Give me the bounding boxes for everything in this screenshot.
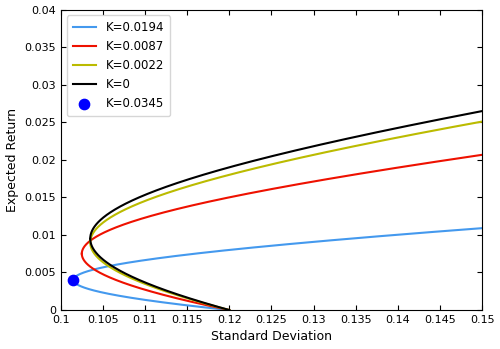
K=0.0022 [226,308,232,312]
K=0.0022 [162,289,168,293]
K=0.0194 [156,300,162,304]
K=0.0194 [96,290,102,294]
K=0.0194 [155,299,161,304]
K=0.0087 [160,292,166,297]
Line: K=0.0087: K=0.0087 [82,254,230,310]
Y-axis label: Expected Return: Expected Return [6,108,18,212]
Line: K=0.0194: K=0.0194 [74,280,230,310]
K=0.0022 [90,248,96,253]
K=0.0087 [226,308,232,312]
K=0 [162,288,168,292]
K=0.0087 [79,252,85,256]
K=0.0022 [103,262,109,267]
K=0.0087 [104,274,110,278]
K=0.0022 [110,267,116,271]
K=0.0345 [70,277,78,283]
K=0.0194 [73,282,79,286]
K=0.0087 [140,287,146,291]
K=0.0194 [70,278,76,282]
X-axis label: Standard Deviation: Standard Deviation [211,331,332,343]
Line: K=0: K=0 [90,239,230,310]
K=0.0087 [96,270,102,274]
K=0.0087 [81,258,87,262]
K=0.0194 [88,288,94,292]
K=0 [144,281,150,285]
K=0 [163,288,169,292]
Legend: K=0.0194, K=0.0087, K=0.0022, K=0, K=0.0345: K=0.0194, K=0.0087, K=0.0022, K=0, K=0.0… [66,15,170,116]
K=0.0022 [163,289,169,294]
K=0.0087 [158,292,164,296]
K=0 [110,265,116,269]
K=0 [87,237,93,241]
K=0.0022 [87,240,93,245]
K=0.0194 [135,297,141,301]
K=0.0022 [144,283,150,287]
K=0 [103,260,109,264]
K=0.0194 [226,308,232,312]
K=0 [226,308,232,312]
Line: K=0.0022: K=0.0022 [90,243,230,310]
K=0 [90,245,96,249]
